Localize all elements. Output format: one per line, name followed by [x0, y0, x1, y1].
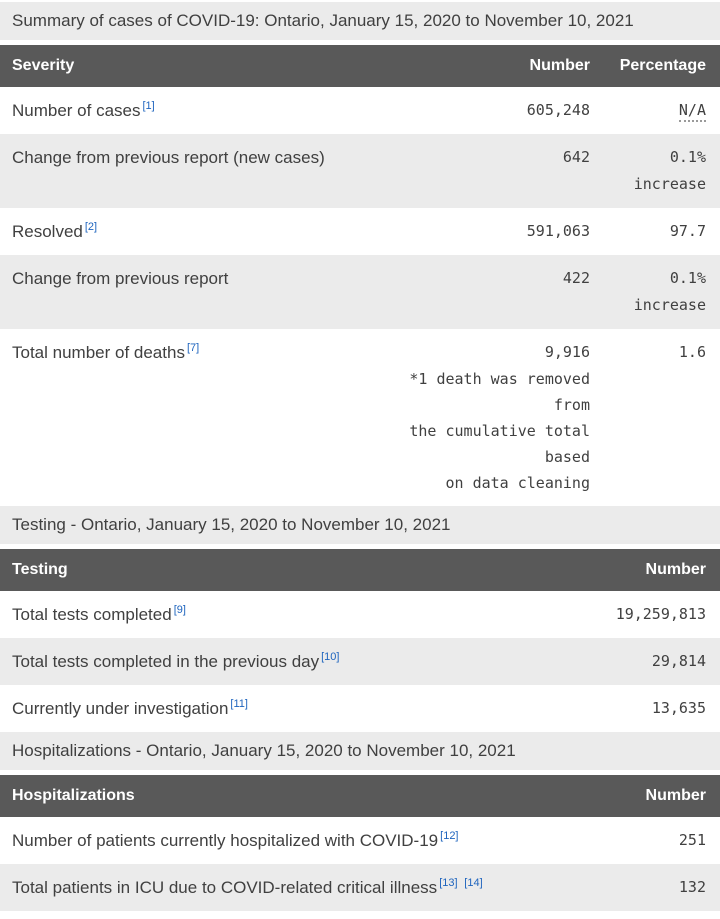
footnote-link-10[interactable]: [10]: [321, 651, 340, 664]
footnote-ref: [1]: [143, 100, 155, 112]
row-percentage: 97.7: [669, 222, 706, 240]
na-abbreviation: N/A: [678, 101, 706, 122]
summary-header-number: Number: [390, 45, 590, 87]
footnote-ref: [2]: [85, 221, 97, 233]
row-number: 605,248: [526, 101, 590, 119]
percentage-value: 0.1%: [669, 148, 706, 166]
row-label-text: Total patients in ICU due to COVID-relat…: [12, 878, 438, 897]
table-row: Number of patients currently hospitalize…: [0, 817, 720, 864]
row-number: 591,063: [526, 222, 590, 240]
testing-header-testing: Testing: [0, 549, 595, 591]
hospitalizations-table: Hospitalizations Number Number of patien…: [0, 775, 720, 919]
row-label-text: Change from previous report (new cases): [12, 148, 325, 167]
footnote-ref: [13]: [439, 877, 457, 889]
table-row: Total tests completed in the previous da…: [0, 638, 720, 685]
row-number: 251: [678, 831, 706, 849]
footnote-ref: [7]: [187, 342, 199, 354]
row-label: Resolved [2]: [0, 208, 390, 255]
data-cleaning-note-line: *1 death was removed from: [409, 370, 590, 414]
footnote-ref: [14]: [464, 877, 482, 889]
row-number: 9,916 *1 death was removed from the cumu…: [390, 329, 590, 506]
summary-section-title: Summary of cases of COVID-19: Ontario, J…: [0, 2, 720, 40]
footnote-link-2[interactable]: [2]: [84, 221, 98, 234]
footnote-link-1[interactable]: [1]: [142, 100, 155, 113]
footnote-link-12[interactable]: [12]: [440, 830, 459, 843]
testing-header-number: Number: [595, 549, 720, 591]
row-label-text: Number of cases: [12, 101, 141, 120]
row-label-text: Number of patients currently hospitalize…: [12, 831, 439, 850]
testing-header-row: Testing Number: [0, 549, 720, 591]
footnote-ref: [12]: [440, 830, 458, 842]
row-percentage: N/A: [590, 87, 720, 134]
table-row: Total tests completed [9] 19,259,813: [0, 591, 720, 638]
percentage-direction: increase: [633, 175, 706, 193]
row-label-text: Total tests completed in the previous da…: [12, 652, 320, 671]
footnote-link-11[interactable]: [11]: [230, 698, 248, 711]
footnote-ref: [9]: [174, 604, 186, 616]
summary-header-severity: Severity: [0, 45, 390, 87]
footnote-link-9[interactable]: [9]: [173, 604, 186, 617]
row-label-text: Total tests completed: [12, 605, 172, 624]
hospitalizations-section-title: Hospitalizations - Ontario, January 15, …: [0, 732, 720, 770]
row-number: 13,635: [651, 699, 706, 717]
footnote-ref: [11]: [230, 698, 248, 710]
row-label: Total tests completed [9]: [0, 591, 595, 638]
footnote-link-7[interactable]: [7]: [186, 342, 200, 355]
testing-table: Testing Number Total tests completed [9] …: [0, 549, 720, 732]
footnote-link-14[interactable]: [14]: [464, 877, 483, 890]
table-row: Total patients in ICU on a ventilator du…: [0, 911, 720, 919]
row-percentage: 0.1% increase: [590, 134, 720, 208]
row-number: 72: [595, 911, 720, 919]
table-row: Number of cases [1] 605,248 N/A: [0, 87, 720, 134]
table-row: Change from previous report 422 0.1% incr…: [0, 255, 720, 329]
row-number: 19,259,813: [615, 605, 706, 623]
summary-table: Severity Number Percentage Number of cas…: [0, 45, 720, 506]
summary-header-row: Severity Number Percentage: [0, 45, 720, 87]
row-label: Number of cases [1]: [0, 87, 390, 134]
row-number: 29,814: [595, 638, 720, 685]
row-percentage: 0.1% increase: [590, 255, 720, 329]
row-label-text: Change from previous report: [12, 269, 229, 288]
row-number: 642: [390, 134, 590, 208]
row-label: Total patients in ICU due to COVID-relat…: [0, 864, 595, 911]
deaths-number: 9,916: [544, 343, 590, 361]
row-percentage: 1.6: [678, 343, 706, 361]
table-row: Change from previous report (new cases) …: [0, 134, 720, 208]
table-row: Total patients in ICU due to COVID-relat…: [0, 864, 720, 911]
row-label: Change from previous report: [0, 255, 390, 329]
hospitalizations-header-number: Number: [595, 775, 720, 817]
row-label-text: Total number of deaths: [12, 343, 185, 362]
data-cleaning-note-line: on data cleaning: [445, 474, 591, 492]
row-label: Total patients in ICU on a ventilator du…: [0, 911, 595, 919]
row-label: Change from previous report (new cases): [0, 134, 390, 208]
row-label-text: Resolved: [12, 222, 83, 241]
row-label: Number of patients currently hospitalize…: [0, 817, 595, 864]
row-number: 132: [595, 864, 720, 911]
footnote-link-13[interactable]: [13]: [439, 877, 458, 890]
table-row: Total number of deaths [7] 9,916 *1 death…: [0, 329, 720, 506]
footnote-ref: [10]: [321, 651, 339, 663]
percentage-direction: increase: [633, 296, 706, 314]
table-row: Resolved [2] 591,063 97.7: [0, 208, 720, 255]
summary-header-percentage: Percentage: [590, 45, 720, 87]
table-row: Currently under investigation [11] 13,635: [0, 685, 720, 732]
testing-section-title: Testing - Ontario, January 15, 2020 to N…: [0, 506, 720, 544]
hospitalizations-header-row: Hospitalizations Number: [0, 775, 720, 817]
row-label: Total number of deaths [7]: [0, 329, 390, 506]
percentage-value: 0.1%: [669, 269, 706, 287]
row-number: 422: [390, 255, 590, 329]
hospitalizations-header-label: Hospitalizations: [0, 775, 595, 817]
data-cleaning-note-line: the cumulative total based: [409, 422, 590, 466]
row-label-text: Currently under investigation: [12, 699, 229, 718]
row-label: Currently under investigation [11]: [0, 685, 595, 732]
row-label: Total tests completed in the previous da…: [0, 638, 595, 685]
